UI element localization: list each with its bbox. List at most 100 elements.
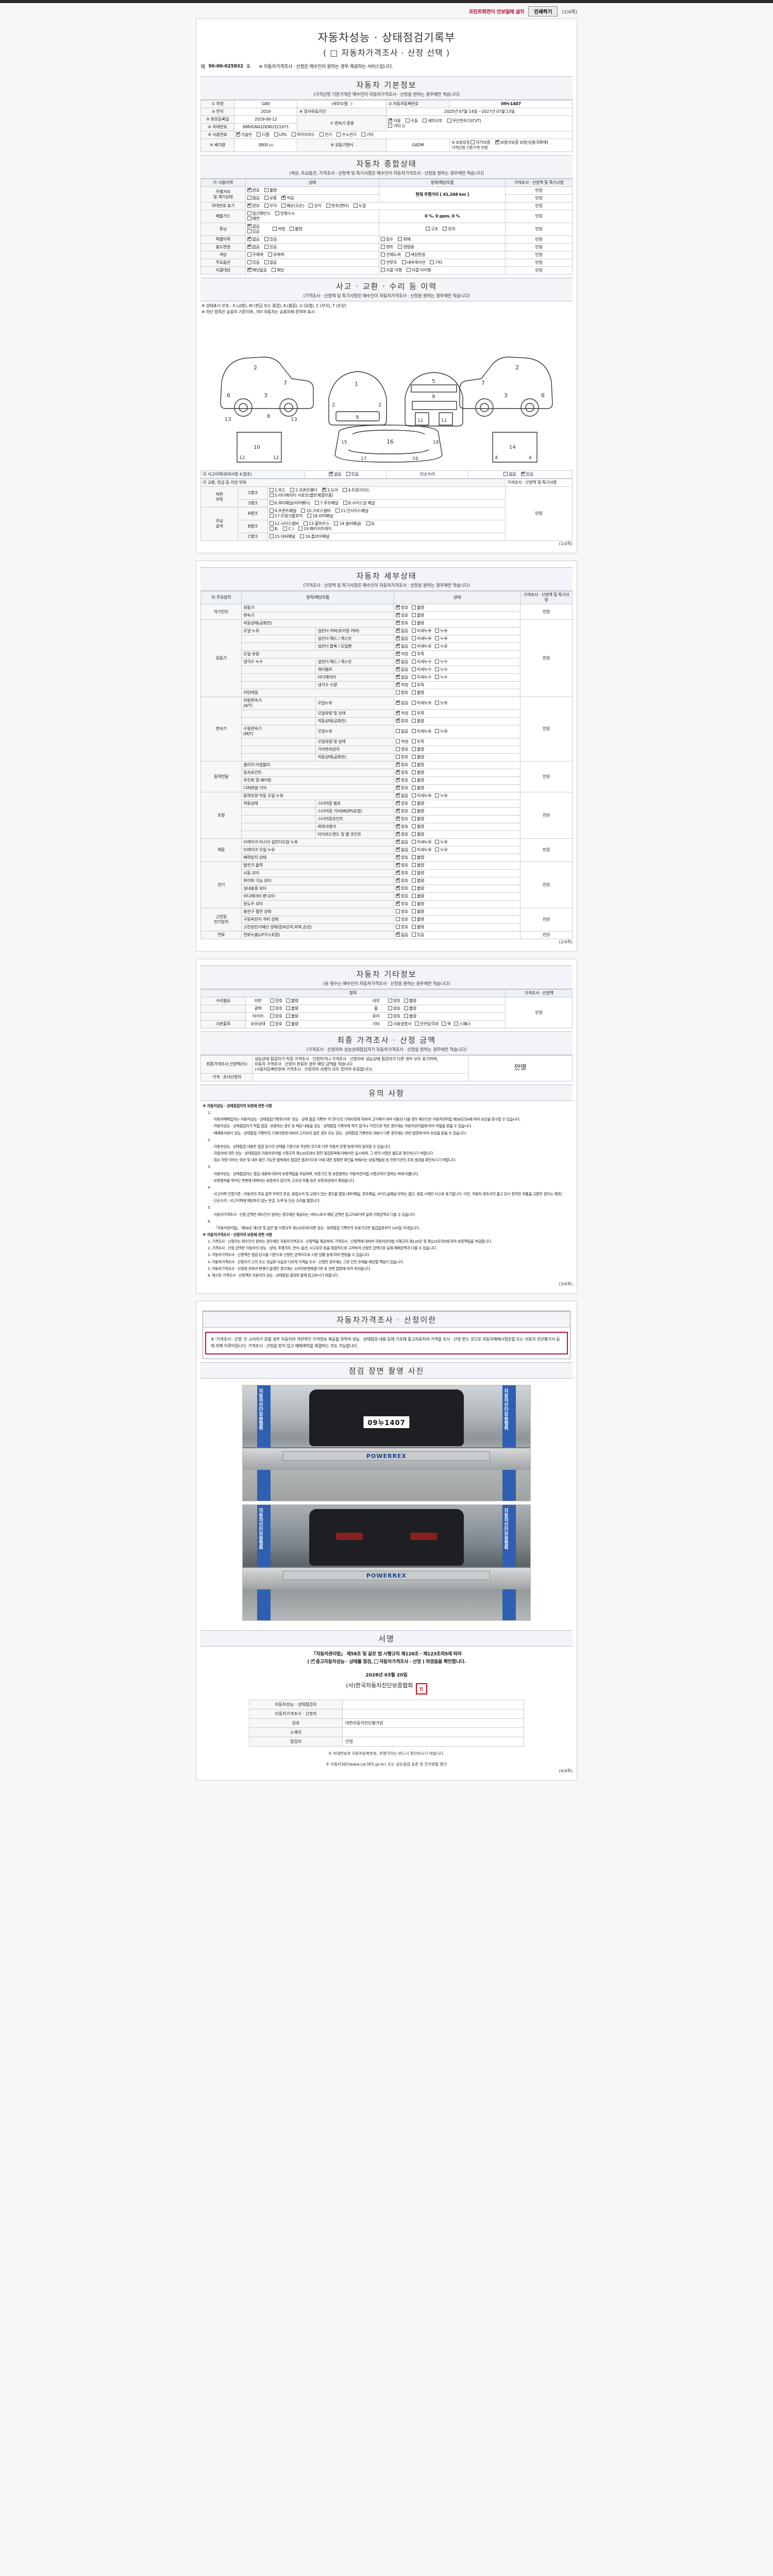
checkbox-icon[interactable] — [247, 202, 251, 208]
checkbox-icon[interactable] — [361, 132, 365, 137]
state-opt[interactable]: 있음 — [346, 472, 359, 477]
checkbox-icon[interactable] — [264, 245, 268, 249]
checkbox-icon[interactable] — [395, 839, 400, 844]
checkbox-icon[interactable] — [270, 998, 274, 1003]
part-opt[interactable]: 5.라디에이터 서포트(볼트체결부품) — [269, 493, 333, 498]
checkbox-icon[interactable] — [247, 223, 251, 228]
checkbox-icon[interactable] — [304, 521, 308, 526]
checkbox-icon[interactable] — [412, 786, 416, 790]
state-opt[interactable]: 부족 — [412, 652, 424, 657]
state-opt[interactable]: 스패너 — [454, 1022, 470, 1027]
checkbox-icon[interactable] — [412, 778, 416, 782]
checkbox-icon[interactable] — [298, 527, 303, 531]
checkbox-icon[interactable] — [412, 848, 416, 852]
state-opt[interactable]: 누수 — [435, 667, 448, 672]
checkbox-icon[interactable] — [395, 769, 400, 774]
state-opt[interactable]: 불량 — [404, 1006, 416, 1011]
checkbox-icon[interactable] — [275, 211, 280, 215]
state-opt[interactable]: 해당없음 — [247, 267, 267, 273]
state-opt[interactable]: 도말 — [353, 204, 366, 209]
checkbox-icon[interactable] — [247, 244, 251, 249]
state-opt[interactable]: 불량 — [412, 755, 424, 760]
checkbox-icon[interactable] — [388, 1006, 392, 1010]
state-opt[interactable]: 미세누유 — [412, 636, 432, 641]
part-opt[interactable]: 2.프론트휀더 — [290, 488, 317, 493]
state-opt[interactable]: 미세누수 — [412, 659, 432, 665]
state-opt[interactable]: 없음 — [395, 643, 408, 649]
state-opt[interactable]: 누유 — [435, 840, 448, 845]
checkbox-icon[interactable] — [412, 909, 416, 913]
part-opt[interactable]: 1.후드 — [269, 488, 285, 493]
checkbox-icon[interactable] — [310, 1658, 315, 1664]
checkbox-icon[interactable] — [381, 268, 385, 272]
checkbox-icon[interactable] — [272, 227, 277, 231]
checkbox-icon[interactable] — [425, 227, 430, 231]
state-opt[interactable]: 양호 — [395, 612, 408, 618]
checkbox-icon[interactable] — [395, 785, 400, 790]
checkbox-icon[interactable] — [435, 840, 440, 844]
checkbox-icon[interactable] — [269, 493, 274, 497]
state-opt[interactable]: 미세누유 — [412, 644, 432, 649]
state-opt[interactable]: 일산화탄소 — [247, 211, 271, 216]
part-opt[interactable]: 13.휠하우스 — [304, 521, 330, 527]
part-opt[interactable]: 19.패키지트레이 — [298, 527, 332, 532]
checkbox-icon[interactable] — [412, 925, 416, 929]
state-opt[interactable]: 부족 — [412, 739, 424, 744]
state-opt[interactable]: 있음 — [264, 237, 277, 242]
checkbox-icon[interactable] — [435, 675, 440, 679]
item-opt[interactable]: 기타 — [430, 260, 443, 265]
state-opt[interactable]: 불량 — [285, 1022, 298, 1027]
checkbox-icon[interactable] — [412, 652, 416, 656]
checkbox-icon[interactable] — [412, 613, 416, 617]
checkbox-icon[interactable] — [395, 747, 400, 751]
state-opt[interactable]: 양호 — [395, 831, 408, 837]
part-opt[interactable]: 11.인사이드패널 — [335, 509, 368, 514]
trans-opt[interactable]: 무단변속기(CVT) — [447, 118, 481, 124]
checkbox-icon[interactable] — [405, 118, 410, 123]
checkbox-icon[interactable] — [395, 862, 400, 867]
checkbox-icon[interactable] — [395, 755, 400, 759]
checkbox-icon[interactable] — [395, 885, 400, 890]
checkbox-icon[interactable] — [247, 252, 251, 257]
checkbox-icon[interactable] — [270, 1014, 274, 1018]
checkbox-icon[interactable] — [435, 729, 440, 733]
checkbox-icon[interactable] — [412, 621, 416, 625]
state-opt[interactable]: 불량 — [412, 778, 424, 783]
checkbox-icon[interactable] — [395, 666, 400, 671]
checkbox-icon[interactable] — [412, 675, 416, 679]
checkbox-icon[interactable] — [343, 501, 347, 505]
checkbox-icon[interactable] — [322, 487, 326, 492]
checkbox-icon[interactable] — [272, 268, 276, 272]
checkbox-icon[interactable] — [301, 509, 306, 513]
item-opt[interactable]: 색상변경 — [405, 252, 425, 258]
state-opt[interactable]: 미세누수 — [412, 667, 432, 672]
checkbox-icon[interactable] — [269, 514, 274, 518]
state-opt[interactable]: 불량 — [412, 902, 424, 907]
trans-opt[interactable]: 세미오토 — [423, 118, 443, 124]
checkbox-icon[interactable] — [395, 604, 400, 609]
checkbox-icon[interactable] — [435, 644, 440, 648]
state-opt[interactable]: 불량 — [412, 863, 424, 868]
state-opt[interactable]: 없음 — [247, 223, 260, 229]
state-opt[interactable]: 양호 — [395, 620, 408, 626]
checkbox-icon[interactable] — [247, 187, 251, 192]
checkbox-icon[interactable] — [269, 521, 274, 526]
checkbox-icon[interactable] — [264, 204, 268, 208]
state-opt[interactable]: 양호 — [395, 777, 408, 783]
checkbox-icon[interactable] — [395, 682, 400, 687]
checkbox-icon[interactable] — [285, 998, 290, 1003]
state-opt[interactable]: 없음 — [395, 839, 408, 845]
fuel-opt[interactable]: 가솔린 — [236, 131, 252, 138]
checkbox-icon[interactable] — [470, 140, 475, 144]
checkbox-icon[interactable] — [395, 777, 400, 782]
checkbox-icon[interactable] — [435, 667, 440, 671]
checkbox-icon[interactable] — [264, 260, 268, 264]
state-opt[interactable]: 없음 — [264, 260, 277, 265]
state-opt[interactable]: 미세누유 — [412, 848, 432, 853]
checkbox-icon[interactable] — [291, 132, 296, 137]
state-opt[interactable]: 훼손(오손) — [281, 204, 304, 209]
checkbox-icon[interactable] — [290, 227, 294, 231]
state-opt[interactable]: 불량 — [285, 1006, 298, 1011]
checkbox-icon[interactable] — [412, 801, 416, 805]
checkbox-icon[interactable] — [395, 846, 400, 852]
